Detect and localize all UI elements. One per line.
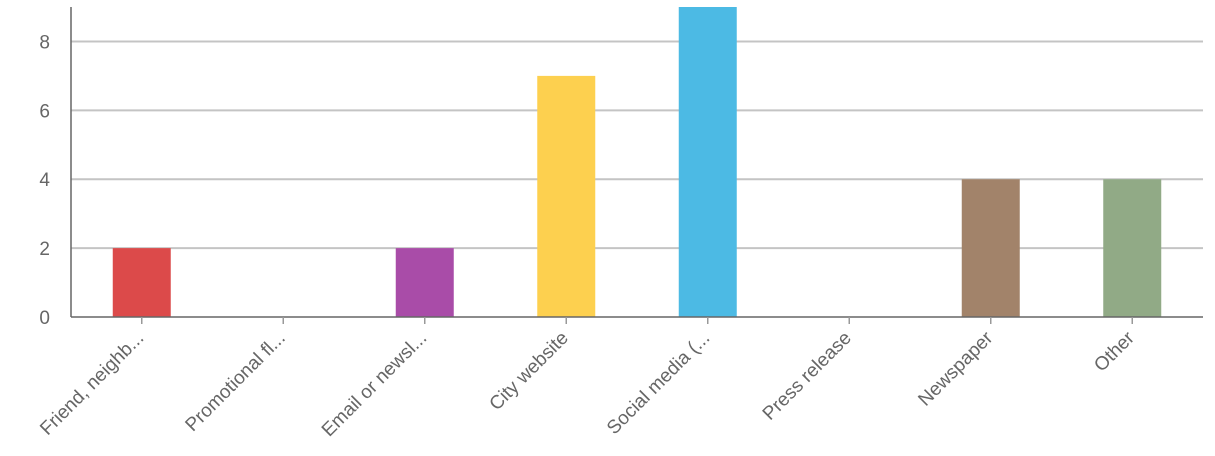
- bar[interactable]: [961, 179, 1020, 317]
- x-category-labels: Friend, neighb... Promotional fl... Email …: [36, 327, 1139, 441]
- x-category-label: Press release: [759, 328, 856, 425]
- bar[interactable]: [395, 248, 454, 317]
- y-tick-label: 6: [39, 101, 50, 122]
- gridlines: [71, 40, 1203, 250]
- bars: [112, 7, 1162, 317]
- x-category-label: Social media (...: [603, 328, 714, 439]
- x-category-label: City website: [486, 328, 573, 415]
- y-tick-labels: 0 2 4 6 8: [39, 32, 50, 329]
- y-tick-label: 4: [39, 170, 50, 191]
- x-category-label: Newspaper: [914, 327, 997, 410]
- bar[interactable]: [678, 7, 737, 317]
- x-category-label: Promotional fl...: [182, 328, 290, 436]
- bar[interactable]: [537, 75, 596, 317]
- bar[interactable]: [112, 248, 171, 317]
- axes: [70, 7, 1203, 324]
- y-tick-label: 0: [39, 308, 50, 329]
- y-tick-label: 2: [39, 239, 50, 260]
- x-category-label: Friend, neighb...: [36, 328, 148, 440]
- y-tick-label: 8: [39, 32, 50, 53]
- x-category-label: Other: [1090, 327, 1139, 376]
- bar[interactable]: [1103, 179, 1162, 317]
- x-category-label: Email or newsl...: [318, 328, 431, 441]
